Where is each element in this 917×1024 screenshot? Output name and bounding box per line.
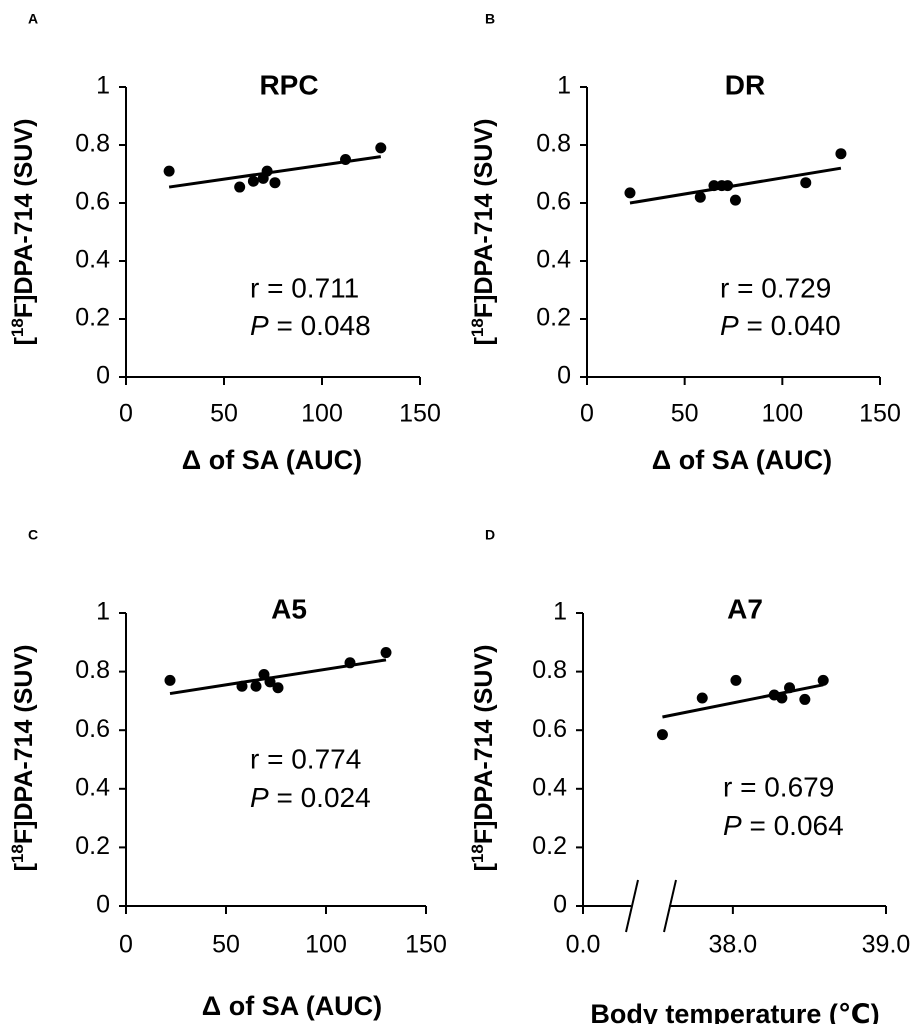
y-tick-label: 0.4: [536, 246, 571, 274]
x-axis-label: Body temperature (℃): [590, 999, 879, 1024]
y-tick-label: 1: [553, 598, 567, 626]
x-tick-label: 100: [301, 400, 343, 428]
y-axis-label: [18F]DPA-714 (SUV): [8, 119, 39, 346]
y-tick-label: 0.2: [75, 832, 110, 860]
x-tick-label: 100: [761, 400, 803, 428]
x-tick-label: 0: [119, 931, 133, 959]
data-point: [165, 675, 176, 686]
y-tick-label: 1: [557, 72, 571, 100]
r-value: r = 0.774: [250, 743, 361, 774]
panel-label: B: [485, 11, 495, 27]
x-axis-label: Δ of SA (AUC): [182, 445, 362, 475]
r-value: r = 0.729: [720, 272, 831, 303]
y-tick-label: 0.8: [532, 656, 567, 684]
y-tick-label: 0.2: [532, 832, 567, 860]
data-point: [722, 180, 733, 191]
panel-title: A5: [271, 593, 307, 624]
panel-title: RPC: [259, 69, 318, 100]
p-value: P = 0.064: [723, 810, 844, 841]
y-tick-label: 0.6: [532, 715, 567, 743]
data-point: [657, 729, 668, 740]
panel-label: C: [28, 527, 38, 543]
panel-c: C A5 0 0.2 0.4 0.6 0.8 1 0 50 100 150 Δ of SA (AUC) […: [8, 527, 447, 1021]
x-tick-label: 150: [405, 931, 447, 959]
panel-title: DR: [725, 69, 765, 100]
x-tick-label: 150: [399, 400, 441, 428]
x-tick-label: 50: [212, 931, 240, 959]
data-point: [381, 647, 392, 658]
p-value: P = 0.040: [720, 310, 841, 341]
y-tick-label: 1: [96, 72, 110, 100]
y-tick-label: 0.2: [536, 304, 571, 332]
x-axis-label: Δ of SA (AUC): [202, 991, 382, 1021]
y-axis-label: [18F]DPA-714 (SUV): [468, 645, 499, 872]
y-tick-label: 0: [557, 362, 571, 390]
y-tick-label: 0.6: [536, 188, 571, 216]
data-point: [784, 682, 795, 693]
data-point: [340, 154, 351, 165]
y-tick-label: 0: [96, 362, 110, 390]
panel-label: A: [28, 11, 38, 27]
data-point: [800, 177, 811, 188]
r-value: r = 0.679: [723, 771, 834, 802]
x-tick-label: 150: [859, 400, 901, 428]
y-tick-label: 0.4: [75, 246, 110, 274]
data-point: [375, 142, 386, 153]
y-tick-label: 0.2: [75, 304, 110, 332]
data-point: [799, 694, 810, 705]
x-tick-label: 38.0: [709, 931, 758, 959]
y-tick-label: 0.8: [75, 130, 110, 158]
data-point: [251, 681, 262, 692]
panel-d: D A7 0 0.2 0.4 0.6 0.8 1 0.0 38.0 39.0 Body tempera…: [468, 527, 911, 1024]
y-tick-label: 0: [96, 891, 110, 919]
data-point: [269, 177, 280, 188]
y-axis-label: [18F]DPA-714 (SUV): [468, 119, 499, 346]
y-tick-label: 0.8: [536, 130, 571, 158]
y-axis-label: [18F]DPA-714 (SUV): [8, 645, 39, 872]
x-tick-label: 50: [671, 400, 699, 428]
data-point: [262, 166, 273, 177]
r-value: r = 0.711: [250, 272, 359, 303]
data-point: [164, 166, 175, 177]
x-tick-label: 50: [210, 400, 238, 428]
panel-title: A7: [727, 593, 763, 624]
data-point: [697, 692, 708, 703]
y-tick-label: 0: [553, 891, 567, 919]
data-point: [776, 692, 787, 703]
panel-label: D: [485, 527, 495, 543]
data-point: [234, 182, 245, 193]
y-tick-label: 0.4: [75, 773, 110, 801]
y-tick-label: 0.6: [75, 715, 110, 743]
x-tick-label: 0.0: [566, 931, 601, 959]
x-tick-label: 0: [119, 400, 133, 428]
data-point: [237, 681, 248, 692]
data-point: [248, 176, 259, 187]
data-point: [345, 657, 356, 668]
y-tick-label: 0.6: [75, 188, 110, 216]
x-tick-label: 0: [580, 400, 594, 428]
data-point: [624, 187, 635, 198]
y-tick-label: 0.4: [532, 773, 567, 801]
y-tick-label: 1: [96, 598, 110, 626]
p-value: P = 0.024: [250, 782, 371, 813]
p-value: P = 0.048: [250, 310, 371, 341]
data-point: [818, 675, 829, 686]
y-tick-label: 0.8: [75, 656, 110, 684]
x-tick-label: 39.0: [862, 931, 911, 959]
trend-line: [662, 685, 823, 717]
panel-a: A RPC 0 0.2 0.4 0.6 0.8 1 0 50 100 150 Δ of SA (AUC)…: [8, 11, 441, 475]
x-tick-label: 100: [305, 931, 347, 959]
data-point: [835, 148, 846, 159]
data-point: [730, 195, 741, 206]
x-axis-label: Δ of SA (AUC): [652, 445, 832, 475]
data-point: [273, 682, 284, 693]
panel-b: B DR 0 0.2 0.4 0.6 0.8 1 0 50 100 150 Δ of SA (AUC) […: [468, 11, 901, 475]
data-point: [695, 192, 706, 203]
data-point: [730, 675, 741, 686]
